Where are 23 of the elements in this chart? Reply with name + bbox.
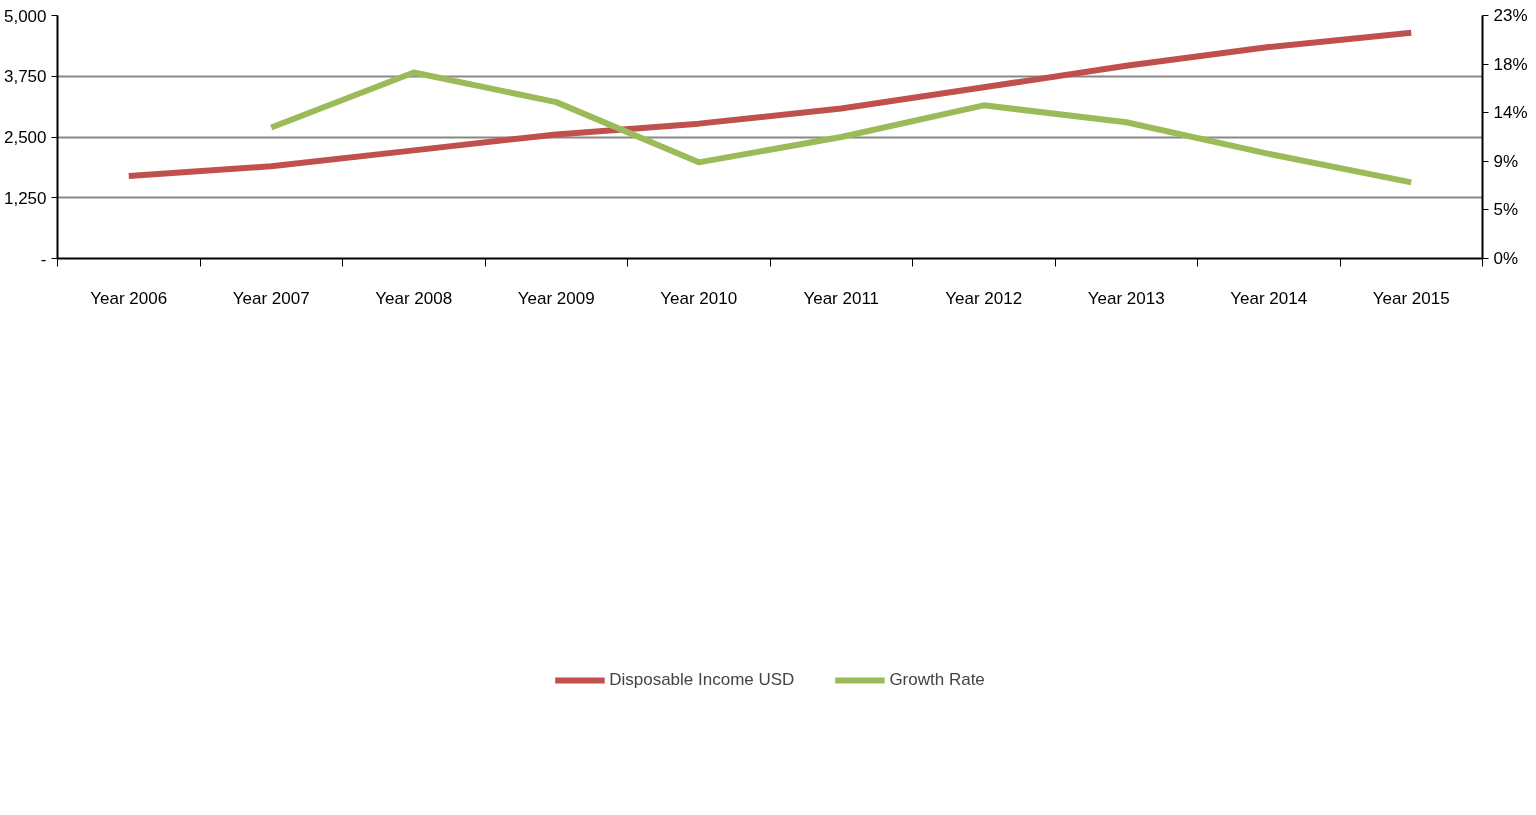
legend-label: Disposable Income USD: [609, 670, 795, 690]
y-tick-label: -: [40, 249, 47, 269]
x-tick-label: Year 2008: [375, 288, 453, 308]
x-tick-label: Year 2006: [90, 288, 168, 308]
y-tick-label: 3,750: [3, 67, 47, 87]
x-tick-label: Year 2015: [1372, 288, 1450, 308]
y-tick-label: 2,500: [3, 128, 47, 147]
x-tick-label: Year 2013: [1087, 288, 1165, 308]
y2-tick-label: 23%: [1493, 6, 1528, 25]
x-tick-label: Year 2010: [660, 288, 738, 308]
x-tick-label: Year 2011: [803, 288, 880, 308]
x-tick-label: Year 2012: [945, 288, 1023, 308]
x-tick-label: Year 2007: [232, 288, 310, 308]
x-tick-label: Year 2009: [517, 288, 595, 308]
y2-tick-label: 9%: [1493, 151, 1519, 171]
y2-tick-label: 14%: [1493, 103, 1528, 123]
y2-tick-label: 18%: [1493, 54, 1528, 74]
legend-label: Growth Rate: [889, 670, 985, 690]
y-tick-label: 1,250: [3, 188, 47, 208]
y-tick-label: 5,000: [3, 6, 47, 26]
y2-tick-label: 5%: [1493, 200, 1519, 220]
y2-tick-label: 0%: [1493, 249, 1519, 268]
x-tick-label: Year 2014: [1230, 288, 1308, 308]
